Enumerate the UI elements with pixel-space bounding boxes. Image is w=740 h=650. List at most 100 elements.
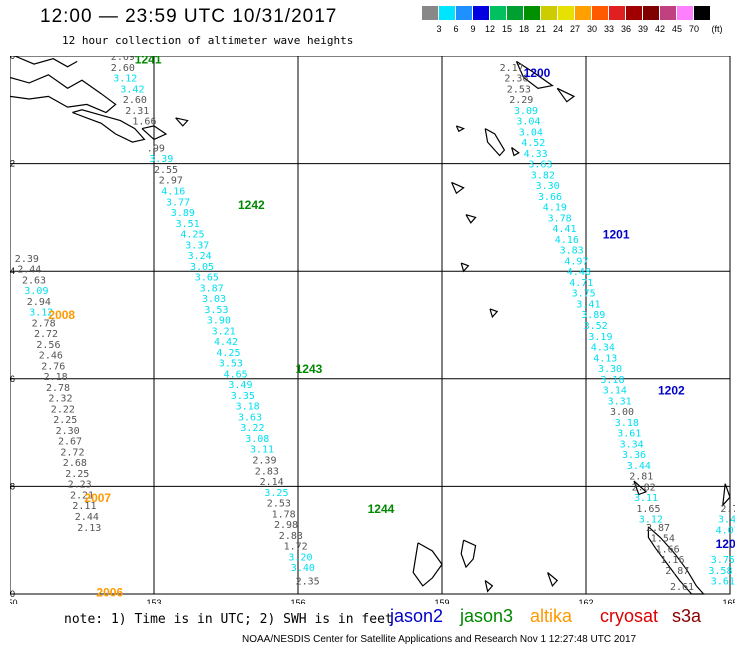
colorbar-label: 42 [654,24,665,34]
units-note: note: 1) Time is in UTC; 2) SWH is in fe… [64,612,393,627]
wave-height-obs-east: 4.19 [543,203,567,214]
coastline [721,483,731,507]
colorbar-swatch [541,6,557,20]
wave-height-obs-west: 2.83 [279,531,303,542]
wave-height-obs-west: 3.35 [231,391,255,402]
wave-height-obs-west: 2.60 [123,95,147,106]
colorbar-label: 24 [552,24,563,34]
track-pass-label: 1201 [603,228,630,242]
track-pass-label: 2006 [96,585,123,599]
colorbar-swatch [660,6,676,20]
wave-height-obs-east: 3.75 [572,289,596,300]
wave-height-obs-west: .99 [147,143,165,154]
coastline [451,181,465,195]
wave-height-obs-west: 3.40 [291,563,315,574]
colorbar-label: 21 [535,24,546,34]
wave-height-obs-west: 4.16 [161,187,185,198]
colorbar-swatch [558,6,574,20]
wave-height-obs-west: 2.25 [53,415,77,426]
wave-height-obs-west: 3.24 [188,251,212,262]
colorbar-swatch [507,6,523,20]
wave-height-obs-east: 1.66 [656,544,680,555]
wave-height-obs-east: 2.53 [507,84,531,95]
wave-height-obs-east: 1.54 [651,534,675,545]
wave-height-obs-west: 2.72 [60,447,84,458]
wave-height-obs-west: 2.31 [125,106,149,117]
wave-height-obs-west: 2.22 [51,404,75,415]
wave-height-obs-west: 2.44 [17,265,41,276]
track-pass-label: 1241 [135,56,162,67]
wave-height-obs-west: 3.11 [250,445,274,456]
map-title: 12:00 — 23:59 UTC 10/31/2017 [40,6,338,27]
colorbar-label: 39 [637,24,648,34]
colorbar-label: 6 [453,24,459,34]
wave-height-obs-east: 3.12 [639,515,663,526]
lon-tick-label: 156 [290,598,305,604]
track-pass-label: 2008 [48,308,75,322]
wave-height-obs-west: 3.12 [113,74,137,85]
colorbar-swatch [490,6,506,20]
coastline [455,125,466,133]
wave-height-obs-east: 3.09 [514,106,538,117]
wave-height-obs-west: 1.72 [284,542,308,553]
wave-height-obs-west: 2.18 [44,372,68,383]
legend-item-s3a: s3a [672,606,702,626]
wave-height-obs-west: 3.08 [245,434,269,445]
wave-height-obs-east: 4.52 [521,138,545,149]
wave-height-map: 150 153 156 159 162 165 -10 -12 -14 -16 -18 -20 2.69… [10,56,735,604]
wave-height-obs-west: 2.63 [22,275,46,286]
coastline [10,74,117,114]
wave-height-obs-west: 2.25 [65,469,89,480]
lon-tick-label: 150 [10,598,18,604]
wave-height-obs-west: 2.83 [255,466,279,477]
wave-height-obs-east: 3.82 [531,170,555,181]
colorbar-label: 3 [436,24,442,34]
colorbar-swatch [609,6,625,20]
wave-height-obs-east: 3.11 [634,493,658,504]
wave-height-obs-west: 2.46 [39,351,63,362]
wave-height-obs-west: 3.03 [202,294,226,305]
wave-height-obs-east: 4.97 [564,256,588,267]
lat-tick-label: -14 [10,266,15,276]
wave-height-obs-east: 3.30 [598,364,622,375]
wave-height-obs-west: 4.25 [216,348,240,359]
lon-tick-label: 159 [434,598,449,604]
wave-height-obs-east: 3.61 [711,577,735,588]
coastline [460,262,470,273]
colorbar-swatch [575,6,591,20]
wave-height-obs-east: 4.34 [591,343,615,354]
colorbar-swatch [677,6,693,20]
wave-height-obs-west: 4.25 [180,230,204,241]
wave-height-obs-east: 4.71 [569,278,593,289]
lon-tick-label: 153 [146,598,161,604]
colorbar-swatch [626,6,642,20]
wave-height-obs-east: 3.52 [584,321,608,332]
wave-height-obs-west: 2.14 [260,477,284,488]
coastline [489,308,499,319]
wave-height-obs-west: 2.32 [48,394,72,405]
wave-height-obs-west: 3.18 [236,402,260,413]
wave-height-obs-east: 2.82 [632,482,656,493]
wave-height-obs-west: 3.90 [207,316,231,327]
wave-height-obs-west: 2.39 [252,456,276,467]
wave-height-obs-west: 3.65 [195,273,219,284]
colorbar-label: 15 [501,24,512,34]
wave-height-obs-west: 2.13 [77,523,101,534]
colorbar-label: 36 [620,24,631,34]
wave-height-obs-east: 3.18 [600,375,624,386]
colorbar-label: 9 [470,24,476,34]
legend-item-cryosat: cryosat [600,606,659,626]
coastline [556,87,576,103]
wave-height-obs-east: 3.04 [516,117,540,128]
wave-height-obs-east: 3.78 [548,213,572,224]
wave-height-obs-west: 2.67 [58,437,82,448]
lat-tick-label: -12 [10,159,15,169]
wave-height-obs-west: 1.66 [132,117,156,128]
wave-height-obs-east: 2.17 [500,63,524,74]
coastline [460,539,477,569]
wave-height-obs-east: 3.63 [528,160,552,171]
colorbar-swatch [694,6,710,20]
wave-height-obs-east: 3.31 [608,396,632,407]
colorbar-swatch [592,6,608,20]
wave-height-obs-east: 2.81 [629,472,653,483]
